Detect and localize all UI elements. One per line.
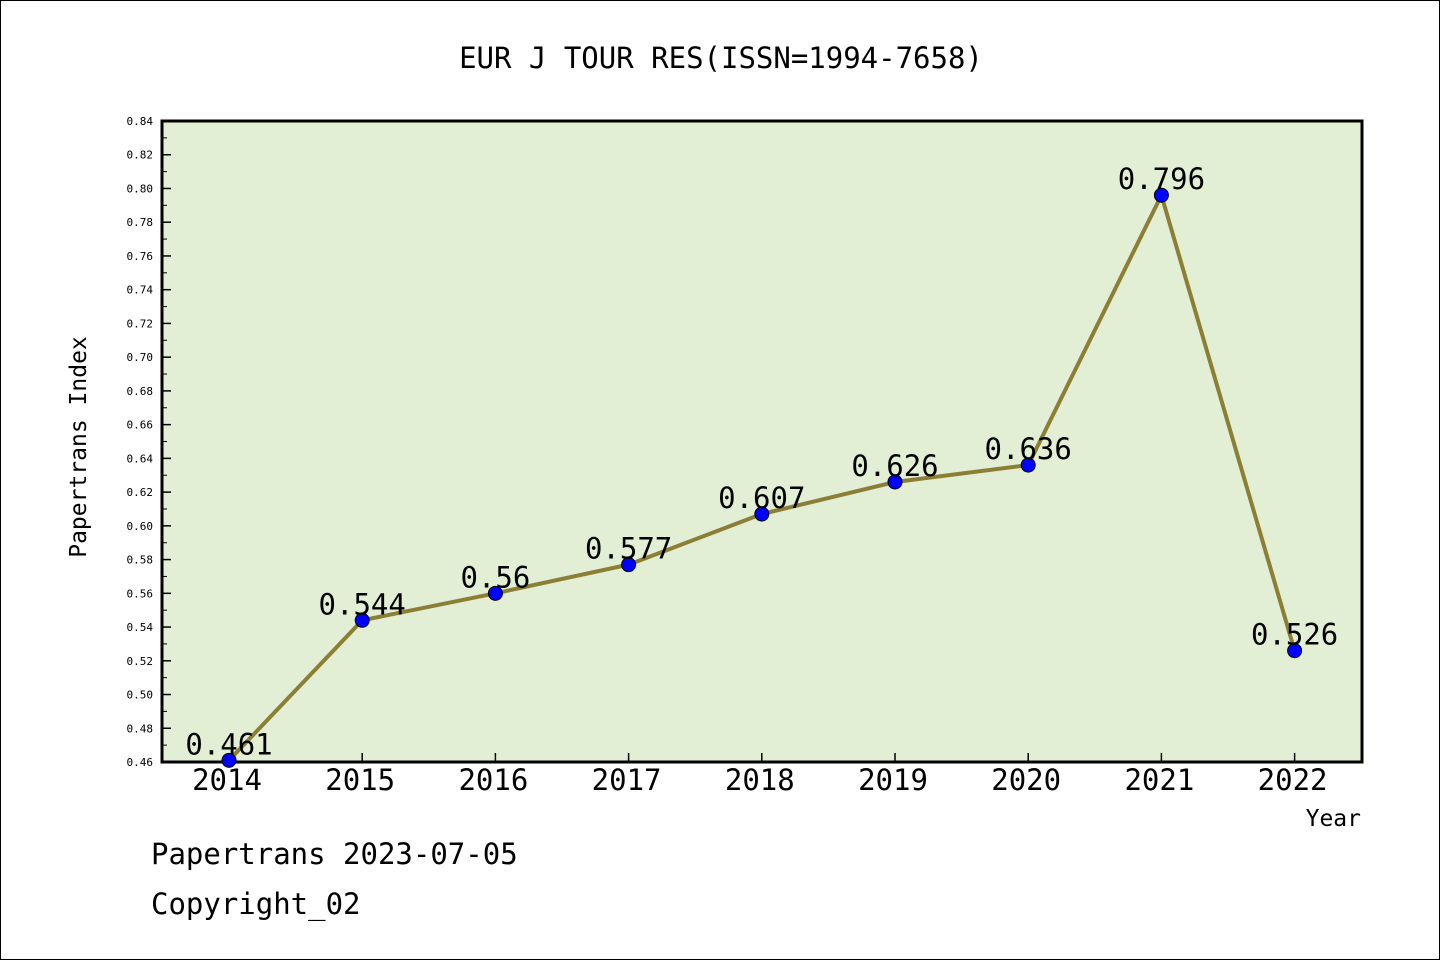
series-group: 0.461 0.544 0.56 0.577 0.607 0.626 0.636 0.796 0… bbox=[185, 162, 1338, 768]
x-tick-label: 2017 bbox=[592, 763, 662, 797]
data-point bbox=[754, 506, 770, 522]
data-label: 0.577 bbox=[585, 532, 672, 566]
x-tick-label: 2015 bbox=[325, 763, 395, 797]
y-tick-label: 0.60 bbox=[127, 520, 154, 533]
y-tick-label: 0.46 bbox=[127, 756, 154, 769]
x-tick-label: 2016 bbox=[458, 763, 528, 797]
y-tick-label: 0.70 bbox=[127, 351, 154, 364]
data-label: 0.526 bbox=[1251, 618, 1338, 652]
y-tick-label: 0.48 bbox=[127, 722, 154, 735]
x-axis-label: Year bbox=[1306, 806, 1361, 832]
footer-copyright: Copyright_02 bbox=[151, 887, 361, 921]
data-label: 0.636 bbox=[985, 432, 1072, 466]
plot-area bbox=[160, 119, 1364, 764]
x-tick-label: 2018 bbox=[725, 763, 795, 797]
data-point bbox=[1153, 187, 1169, 203]
y-tick-label: 0.76 bbox=[127, 250, 154, 263]
y-tick-label: 0.84 bbox=[127, 115, 154, 128]
y-tick-label: 0.62 bbox=[127, 486, 154, 499]
x-tick-label: 2022 bbox=[1258, 763, 1328, 797]
chart-title: EUR J TOUR RES(ISSN=1994-7658) bbox=[459, 41, 983, 75]
y-axis-label: Papertrans Index bbox=[66, 336, 92, 558]
y-tick-label: 0.66 bbox=[127, 419, 154, 432]
y-tick-label: 0.56 bbox=[127, 587, 154, 600]
y-tick-label: 0.72 bbox=[127, 317, 154, 330]
data-label: 0.56 bbox=[460, 560, 530, 594]
y-tick-label: 0.64 bbox=[127, 452, 154, 465]
data-label: 0.607 bbox=[718, 481, 805, 515]
x-tick-label: 2014 bbox=[192, 763, 262, 797]
data-label: 0.461 bbox=[185, 727, 272, 761]
data-label: 0.626 bbox=[851, 449, 938, 483]
data-point bbox=[1287, 643, 1303, 659]
data-label: 0.544 bbox=[319, 587, 406, 621]
y-tick-label: 0.50 bbox=[127, 689, 154, 702]
x-tick-label: 2021 bbox=[1124, 763, 1194, 797]
y-tick-label: 0.74 bbox=[127, 284, 154, 297]
y-tick-label: 0.54 bbox=[127, 621, 154, 634]
data-point bbox=[221, 752, 237, 768]
data-point bbox=[621, 557, 637, 573]
footer-date: Papertrans 2023-07-05 bbox=[151, 837, 518, 871]
data-point bbox=[887, 474, 903, 490]
data-label: 0.796 bbox=[1118, 162, 1205, 196]
y-tick-label: 0.58 bbox=[127, 554, 154, 567]
data-point bbox=[354, 612, 370, 628]
x-axis: 2014 2015 2016 2017 2018 2019 2020 2021 2022 bbox=[192, 753, 1328, 797]
data-point bbox=[487, 585, 503, 601]
x-tick-label: 2019 bbox=[858, 763, 928, 797]
y-tick-label: 0.80 bbox=[127, 182, 154, 195]
y-tick-label: 0.82 bbox=[127, 149, 154, 162]
y-tick-label: 0.52 bbox=[127, 655, 154, 668]
x-tick-label: 2020 bbox=[991, 763, 1061, 797]
y-axis: 0.46 0.48 0.50 0.52 0.54 0.56 0.58 0.60 0.62 0.64… bbox=[127, 115, 171, 769]
y-tick-label: 0.68 bbox=[127, 385, 154, 398]
y-tick-label: 0.78 bbox=[127, 216, 154, 229]
data-point bbox=[1020, 457, 1036, 473]
